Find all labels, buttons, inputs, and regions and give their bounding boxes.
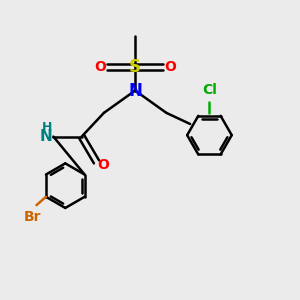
Text: O: O [97, 158, 109, 172]
Text: N: N [39, 129, 52, 144]
Text: S: S [129, 58, 141, 76]
Text: O: O [94, 60, 106, 74]
Text: Br: Br [24, 210, 41, 224]
Text: O: O [164, 60, 176, 74]
Text: N: N [128, 82, 142, 100]
Text: H: H [41, 121, 52, 134]
Text: Cl: Cl [202, 82, 217, 97]
